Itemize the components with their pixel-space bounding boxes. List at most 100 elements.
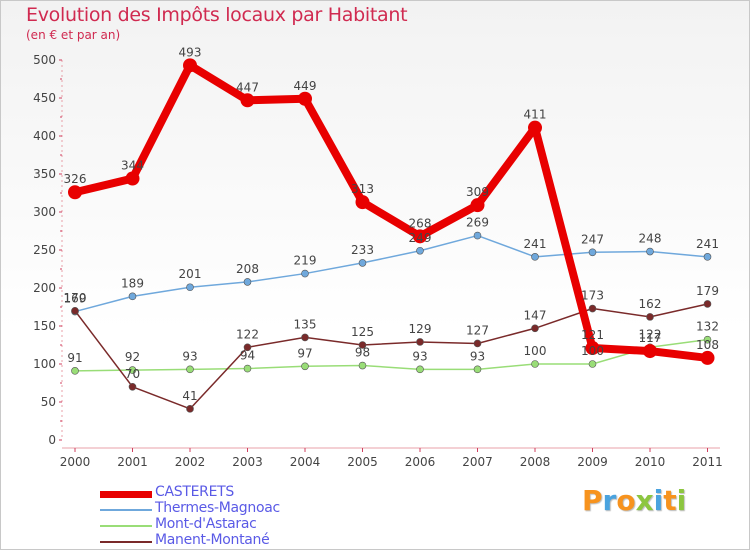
data-label: 249 bbox=[409, 231, 432, 245]
data-point bbox=[646, 313, 654, 321]
data-label: 125 bbox=[351, 325, 374, 339]
data-point bbox=[71, 367, 79, 375]
data-label: 189 bbox=[121, 276, 144, 290]
data-label: 97 bbox=[297, 346, 312, 360]
legend-label: Manent-Montané bbox=[155, 532, 270, 548]
logo-letter: i bbox=[653, 484, 664, 517]
y-tick-label: 50 bbox=[41, 395, 56, 409]
data-label: 344 bbox=[121, 159, 144, 173]
data-label: 129 bbox=[409, 322, 432, 336]
data-label: 313 bbox=[351, 182, 374, 196]
y-tick-label: 350 bbox=[33, 167, 56, 181]
data-point bbox=[703, 300, 712, 308]
logo-letter: P bbox=[582, 484, 603, 517]
data-point bbox=[125, 171, 140, 186]
y-tick-label: 100 bbox=[33, 357, 56, 371]
data-point bbox=[298, 91, 312, 106]
data-point bbox=[646, 247, 654, 256]
data-point bbox=[588, 248, 597, 257]
data-label: 108 bbox=[696, 338, 719, 352]
data-point bbox=[416, 365, 424, 374]
logo-letter: r bbox=[602, 484, 617, 517]
data-point bbox=[585, 341, 600, 356]
y-tick-label: 150 bbox=[33, 319, 56, 333]
data-point bbox=[588, 360, 597, 368]
data-label: 92 bbox=[125, 350, 140, 364]
data-label: 169 bbox=[64, 292, 87, 306]
data-label: 411 bbox=[524, 108, 547, 122]
data-label: 493 bbox=[179, 45, 202, 59]
series-line bbox=[74, 338, 709, 372]
data-point bbox=[588, 304, 597, 313]
data-label: 91 bbox=[67, 351, 82, 365]
y-tick-label: 0 bbox=[48, 433, 56, 447]
data-label: 269 bbox=[466, 216, 489, 230]
x-tick-label: 2007 bbox=[462, 455, 493, 469]
data-label: 117 bbox=[639, 331, 662, 345]
series-mont-d-astarac bbox=[71, 335, 712, 375]
data-point bbox=[416, 246, 424, 255]
logo-letter: x bbox=[635, 484, 654, 517]
data-point bbox=[186, 405, 194, 413]
data-point bbox=[473, 365, 482, 374]
legend-label: CASTERETS bbox=[155, 484, 234, 500]
data-point bbox=[301, 362, 309, 371]
data-point bbox=[243, 343, 252, 352]
y-tick-label: 400 bbox=[33, 129, 56, 143]
data-label: 127 bbox=[466, 323, 489, 337]
y-tick-label: 200 bbox=[33, 281, 56, 295]
data-point bbox=[531, 360, 539, 368]
data-point bbox=[413, 229, 427, 244]
data-point bbox=[243, 364, 252, 373]
data-label: 100 bbox=[524, 344, 547, 358]
series-thermes-magnoac bbox=[71, 231, 712, 316]
y-tick-label: 450 bbox=[33, 91, 56, 105]
data-point bbox=[700, 350, 715, 365]
data-point bbox=[473, 231, 482, 240]
data-point bbox=[703, 253, 712, 261]
x-tick-label: 2009 bbox=[577, 455, 608, 469]
data-point bbox=[240, 93, 255, 108]
data-point bbox=[243, 278, 252, 286]
series-line bbox=[74, 234, 709, 313]
data-label: 122 bbox=[639, 327, 662, 341]
data-label: 219 bbox=[294, 254, 317, 268]
data-label: 247 bbox=[581, 232, 604, 246]
x-tick-label: 2011 bbox=[692, 455, 723, 469]
logo-letter: t bbox=[663, 484, 677, 517]
legend-swatch bbox=[100, 541, 152, 543]
series-casterets bbox=[68, 58, 715, 365]
data-label: 93 bbox=[182, 349, 197, 363]
data-label: 41 bbox=[182, 389, 197, 403]
data-point bbox=[358, 361, 367, 370]
data-point bbox=[128, 292, 137, 301]
data-label: 447 bbox=[236, 80, 259, 94]
data-point bbox=[183, 58, 197, 73]
legend-swatch bbox=[100, 490, 152, 498]
x-tick-label: 2004 bbox=[290, 455, 321, 469]
data-point bbox=[528, 120, 542, 135]
data-point bbox=[358, 341, 367, 349]
legend-swatch bbox=[100, 525, 152, 527]
x-tick-label: 2000 bbox=[60, 455, 91, 469]
proxiti-logo: Proxiti bbox=[582, 484, 686, 517]
x-tick-label: 2010 bbox=[635, 455, 666, 469]
data-label: 132 bbox=[696, 320, 719, 334]
legend-label: Mont-d'Astarac bbox=[155, 516, 257, 532]
data-point bbox=[301, 269, 309, 278]
data-label: 98 bbox=[355, 346, 370, 360]
data-label: 70 bbox=[125, 367, 140, 381]
data-point bbox=[470, 198, 485, 213]
data-point bbox=[71, 306, 79, 315]
chart-subtitle: (en € et par an) bbox=[26, 28, 121, 42]
data-label: 208 bbox=[236, 262, 259, 276]
x-tick-label: 2006 bbox=[405, 455, 436, 469]
data-point bbox=[128, 382, 137, 391]
data-label: 121 bbox=[581, 328, 604, 342]
data-label: 241 bbox=[696, 237, 719, 251]
data-label: 162 bbox=[639, 297, 662, 311]
y-tick-label: 300 bbox=[33, 205, 56, 219]
data-label: 449 bbox=[294, 79, 317, 93]
data-point bbox=[186, 365, 194, 374]
data-point bbox=[301, 333, 309, 342]
